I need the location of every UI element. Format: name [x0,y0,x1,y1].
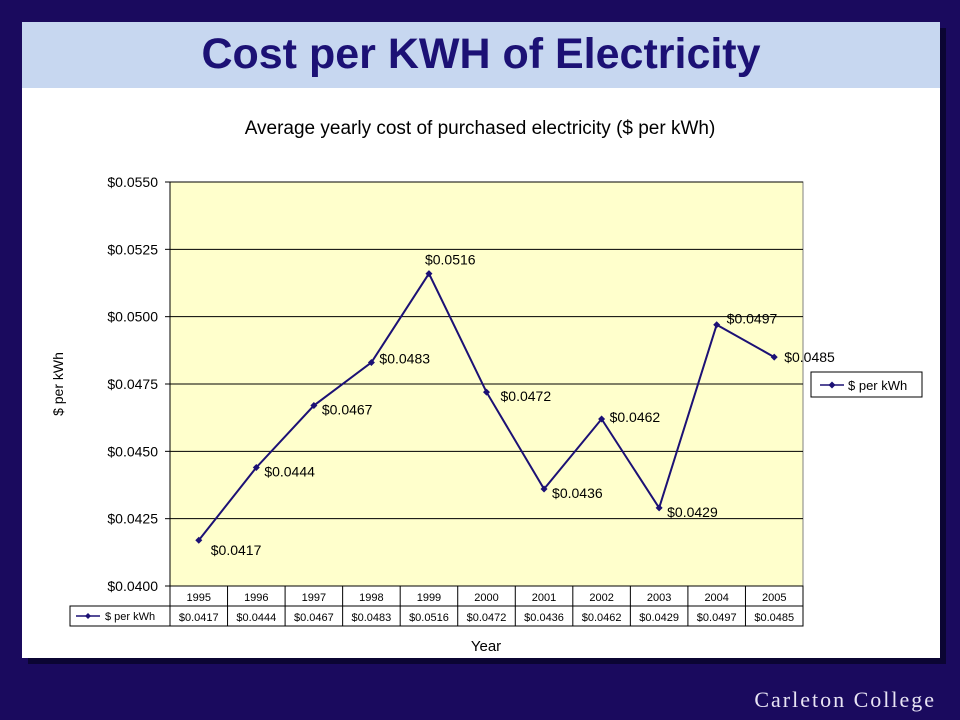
table-value-cell: $0.0444 [236,612,276,624]
y-tick-label: $0.0425 [107,511,158,527]
table-value-cell: $0.0485 [754,612,794,624]
data-label: $0.0485 [784,349,835,365]
y-tick-label: $0.0450 [107,443,158,459]
data-label: $0.0417 [211,542,262,558]
table-value-cell: $0.0417 [179,612,219,624]
data-label: $0.0436 [552,485,603,501]
data-point [540,485,548,493]
data-label: $0.0429 [667,504,718,520]
y-tick-label: $0.0550 [107,174,158,190]
x-tick-label: 2002 [589,592,613,604]
chart-title: Average yearly cost of purchased electri… [245,118,716,139]
y-tick-label: $0.0500 [107,309,158,325]
y-tick-label: $0.0475 [107,376,158,392]
table-series-name: $ per kWh [105,611,155,623]
legend-label: $ per kWh [848,378,907,393]
x-axis-label: Year [471,638,501,655]
table-value-cell: $0.0472 [467,612,507,624]
slide-title: Cost per KWH of Electricity [201,30,761,78]
x-tick-label: 1996 [244,592,268,604]
table-value-cell: $0.0429 [639,612,679,624]
footer-brand: Carleton College [754,687,936,712]
x-tick-label: 1998 [359,592,383,604]
table-value-cell: $0.0497 [697,612,737,624]
data-label: $0.0472 [501,388,552,404]
x-tick-label: 2003 [647,592,671,604]
table-value-row [69,605,804,627]
x-tick-label: 2005 [762,592,786,604]
y-tick-label: $0.0400 [107,578,158,594]
y-tick-label: $0.0525 [107,241,158,257]
data-label: $0.0516 [425,252,476,268]
title-band [22,22,940,88]
table-value-cell: $0.0462 [582,612,622,624]
data-point [425,270,433,278]
data-point [598,415,606,423]
table-value-cell: $0.0467 [294,612,334,624]
data-point [195,536,203,544]
data-point [310,402,318,410]
data-label: $0.0467 [322,402,373,418]
table-value-cell: $0.0516 [409,612,449,624]
data-point [770,353,778,361]
x-tick-label: 1999 [417,592,441,604]
table-value-cell: $0.0436 [524,612,564,624]
data-label: $0.0462 [610,409,661,425]
data-point [713,321,721,329]
data-label: $0.0444 [264,463,315,479]
x-tick-label: 1995 [187,592,211,604]
legend-marker [828,381,836,389]
data-label: $0.0483 [379,350,430,366]
data-point [367,358,375,366]
x-tick-label: 2001 [532,592,556,604]
table-legend-marker [85,613,91,619]
y-axis-label: $ per kWh [50,352,66,416]
data-label: $0.0497 [727,311,778,327]
x-tick-label: 2000 [474,592,498,604]
data-point [655,504,663,512]
x-tick-label: 2004 [704,592,728,604]
data-point [252,463,260,471]
table-value-cell: $0.0483 [352,612,392,624]
x-tick-label: 1997 [302,592,326,604]
data-point [483,388,490,396]
